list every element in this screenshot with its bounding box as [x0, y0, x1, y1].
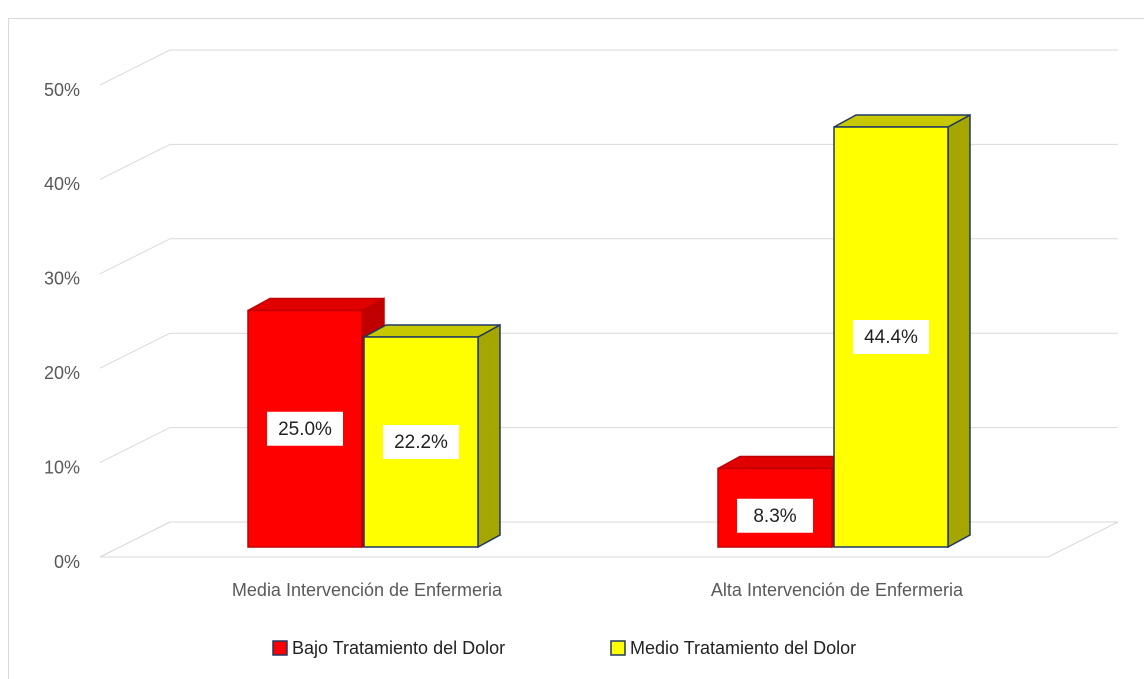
bar-top: [363, 324, 501, 338]
bar-side: [947, 113, 971, 549]
grid-diagonal: [99, 521, 171, 558]
value-label-box: [853, 319, 929, 354]
grid-diagonal: [99, 49, 171, 86]
value-label-box: [737, 498, 813, 533]
grid-diagonal: [99, 143, 171, 180]
bar-top: [247, 297, 385, 312]
legend-label: Medio Tratamiento del Dolor: [630, 638, 856, 658]
y-tick-label: 20%: [44, 363, 80, 383]
legend-swatch: [610, 640, 626, 656]
x-tick-label: Media Intervención de Enfermeria: [232, 580, 503, 600]
y-tick-label: 50%: [44, 80, 80, 100]
y-tick-label: 0%: [54, 552, 80, 572]
x-tick-label: Alta Intervención de Enfermeria: [711, 580, 964, 600]
legend-swatch: [272, 640, 288, 656]
value-label: 44.4%: [864, 327, 918, 348]
y-tick-label: 40%: [44, 174, 80, 194]
y-tick-label: 10%: [44, 457, 80, 477]
value-label: 25.0%: [278, 419, 332, 440]
grid-diagonal: [99, 332, 171, 369]
bar-side: [477, 323, 501, 549]
grid-diagonal: [99, 238, 171, 275]
chart-border: [8, 18, 1144, 679]
grid-diagonal: [99, 427, 171, 464]
bar-top: [833, 114, 971, 128]
y-tick-label: 30%: [44, 269, 80, 289]
value-label-box: [267, 411, 343, 446]
value-label: 8.3%: [753, 506, 796, 527]
value-label-box: [383, 424, 459, 459]
value-label: 22.2%: [394, 432, 448, 453]
legend-label: Bajo Tratamiento del Dolor: [292, 638, 505, 658]
